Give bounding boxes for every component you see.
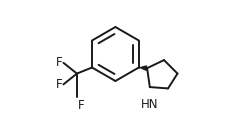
Text: F: F	[78, 99, 85, 112]
Text: F: F	[55, 78, 62, 91]
Text: F: F	[55, 56, 62, 69]
Text: HN: HN	[141, 98, 159, 111]
